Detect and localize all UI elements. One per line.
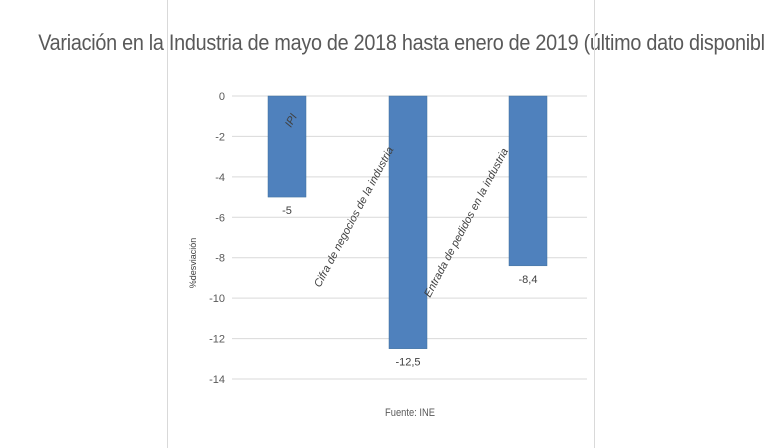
category-label: IPI: [283, 112, 300, 130]
y-axis-label: %desviación: [188, 238, 198, 289]
bar: [388, 95, 428, 349]
y-tick-label: -10: [209, 293, 225, 305]
y-axis-ticks: 0 -2 -4 -6 -8 -10 -12 -14: [209, 91, 225, 386]
source-note: Fuente: INE: [385, 407, 435, 419]
y-tick-label: -6: [215, 212, 225, 224]
category-label: Entrada de pedidos en la industria: [422, 146, 511, 299]
y-tick-label: -14: [209, 374, 225, 386]
bar: [508, 95, 548, 267]
y-tick-label: -8: [215, 253, 225, 265]
plot-frame: [167, 0, 595, 448]
bar: [267, 95, 307, 198]
y-tick-label: -12: [209, 334, 225, 346]
y-tick-label: -2: [215, 131, 225, 143]
data-label: -8,4: [519, 274, 538, 286]
bars: [267, 95, 548, 349]
data-labels: -5 -12,5 -8,4: [282, 205, 537, 369]
chart-title: Variación en la Industria de mayo de 201…: [38, 30, 764, 55]
data-label: -12,5: [395, 357, 420, 369]
y-tick-label: 0: [219, 91, 225, 103]
data-label: -5: [282, 205, 292, 217]
y-tick-label: -4: [215, 172, 225, 184]
